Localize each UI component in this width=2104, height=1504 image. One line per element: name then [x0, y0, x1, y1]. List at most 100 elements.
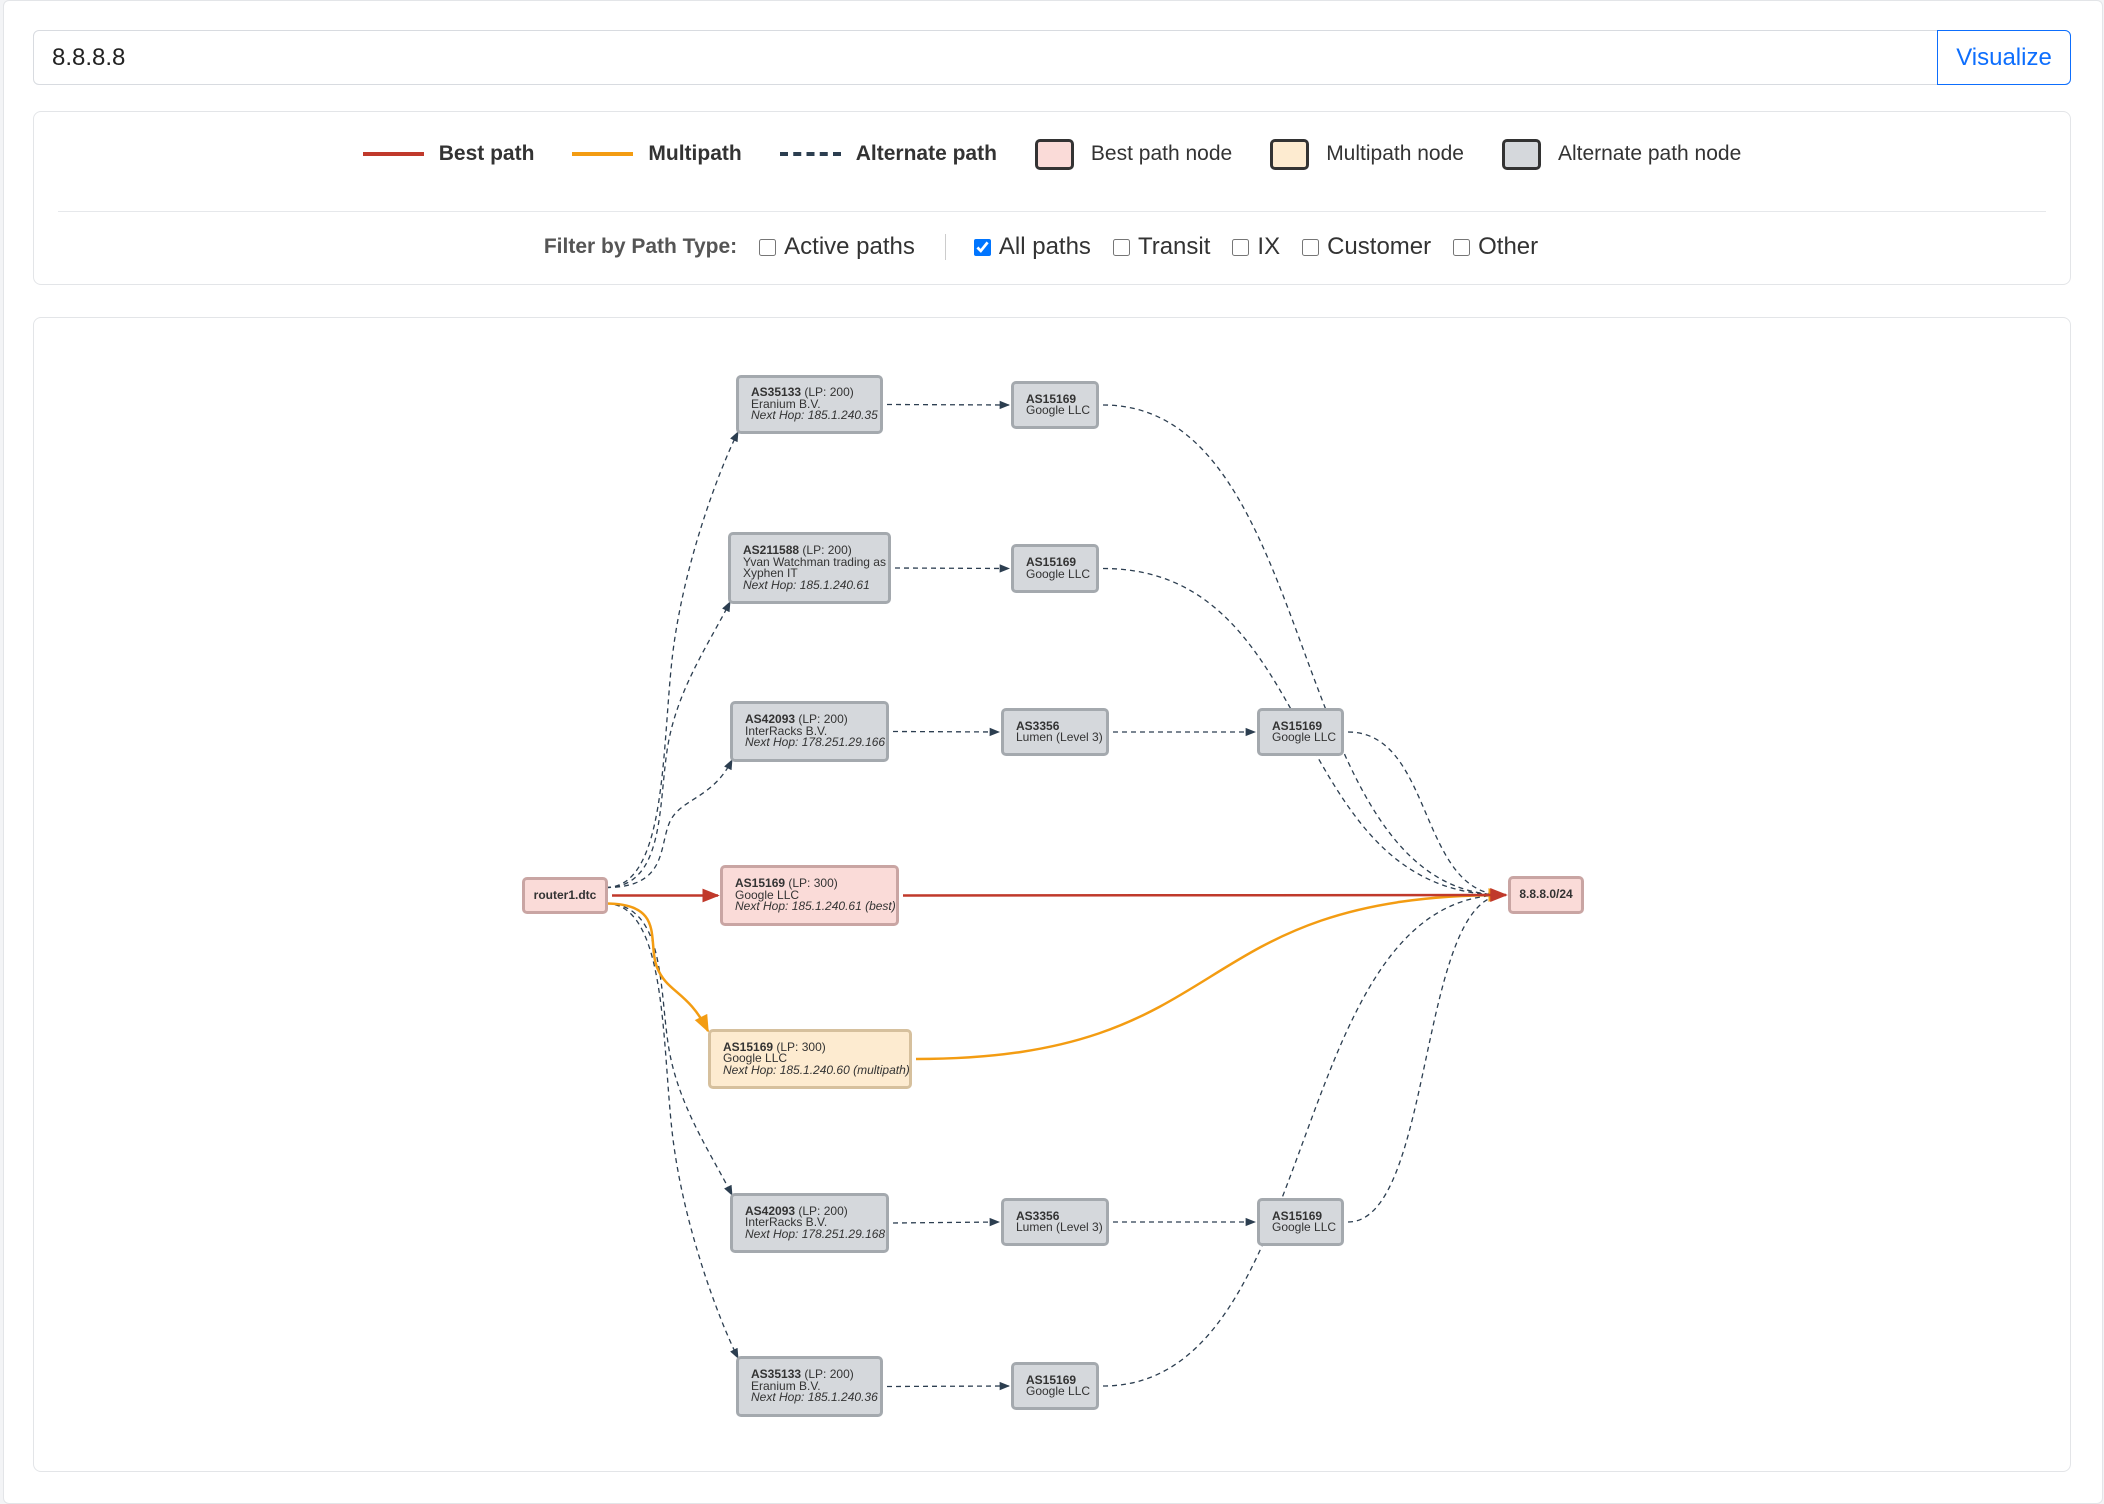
as-node-a3g[interactable]: AS15169 Google LLC [1257, 708, 1344, 756]
as-name-row: Eranium B.V. [751, 398, 868, 411]
next-hop-row: Next Hop: 185.1.240.61 [743, 577, 876, 592]
node-title: AS15169 [1272, 720, 1329, 733]
as-name: Google LLC [1026, 566, 1091, 581]
legend-label: Multipath [648, 142, 742, 165]
as-number: AS42093 [745, 1203, 796, 1218]
as-number: AS3356 [1016, 1208, 1060, 1223]
multipath-node-swatch [1270, 138, 1310, 170]
legend-multipath-node: Multipath node [1270, 138, 1464, 170]
active-paths-checkbox[interactable] [759, 238, 777, 256]
as-name-row: Google LLC [1026, 404, 1090, 417]
alt-path-edge [894, 564, 1011, 573]
all-paths-checkbox[interactable] [973, 238, 991, 256]
visualize-button[interactable]: Visualize [1937, 30, 2071, 85]
as-name: Lumen (Level 3) [1016, 730, 1103, 744]
as-name-row: Google LLC [1272, 731, 1336, 744]
filter-ix[interactable]: IX [1232, 233, 1280, 261]
as-node-b1[interactable]: AS35133 (LP: 200) Eranium B.V. Next Hop: 1… [736, 1356, 883, 1417]
as-name-row: Yvan Watchman trading as [743, 556, 886, 569]
as-name-row: Lumen (Level 3) [1016, 1221, 1103, 1234]
legend-best-path: Best path [362, 142, 535, 166]
legend: Best path Multipath Alternate path Best … [34, 134, 2070, 174]
next-hop: Next Hop: 185.1.240.61 [743, 577, 870, 592]
as-number: AS15169 [1026, 391, 1077, 406]
checkbox-label: Transit [1137, 233, 1211, 260]
transit-checkbox[interactable] [1112, 238, 1130, 256]
node-title: AS42093 (LP: 200) [745, 712, 874, 727]
prefix-input[interactable] [34, 31, 1934, 84]
as-name-row: Google LLC [1272, 1221, 1336, 1234]
other-checkbox[interactable] [1453, 238, 1471, 256]
customer-checkbox[interactable] [1302, 238, 1320, 256]
as-name-row: Xyphen IT [743, 566, 876, 580]
alt-path-edge [886, 1381, 1011, 1391]
next-hop-row: Next Hop: 185.1.240.60 (multipath) [723, 1064, 910, 1077]
filter-all-paths[interactable]: All paths [973, 233, 1091, 261]
ix-checkbox[interactable] [1232, 238, 1250, 256]
next-hop: Next Hop: 185.1.240.61 (best) [735, 899, 896, 914]
legend-label: Multipath node [1326, 142, 1464, 165]
as-node-a1[interactable]: AS35133 (LP: 200) Eranium B.V. Next Hop: 1… [736, 375, 883, 434]
alt-path-edge [1347, 731, 1506, 900]
as-name: Google LLC [723, 1051, 788, 1066]
next-hop-row: Next Hop: 178.251.29.168 [745, 1228, 885, 1241]
checkbox-label: Other [1478, 233, 1539, 260]
local-pref: (LP: 200) [801, 1367, 854, 1382]
next-hop-row: Next Hop: 185.1.240.61 (best) [735, 900, 896, 913]
as-node-a3[interactable]: AS42093 (LP: 200) InterRacks B.V. Next Hop… [730, 701, 889, 762]
local-pref: (LP: 200) [795, 1203, 848, 1218]
alt-path-edge [892, 1217, 1001, 1227]
as-node-a1g[interactable]: AS15169 Google LLC [1011, 381, 1099, 429]
as-name: InterRacks B.V. [745, 723, 828, 738]
alt-path-edge [605, 902, 733, 1196]
as-name-row: Lumen (Level 3) [1016, 731, 1103, 744]
as-node-a2[interactable]: AS211588 (LP: 200) Yvan Watchman trading … [728, 532, 891, 604]
next-hop-row: Next Hop: 185.1.240.35 [751, 409, 878, 422]
as-name: Xyphen IT [743, 566, 798, 580]
as-name-row: InterRacks B.V. [745, 723, 874, 738]
search-bar: Visualize [33, 30, 2071, 85]
local-pref: (LP: 200) [795, 712, 848, 727]
alt-path-edge [1102, 404, 1506, 900]
as-node-b1g[interactable]: AS15169 Google LLC [1011, 1362, 1099, 1410]
as-number: AS15169 [1272, 1208, 1323, 1223]
node-title: AS3356 [1016, 1208, 1094, 1223]
filter-separator [944, 234, 946, 260]
as-number: AS15169 [735, 876, 786, 891]
as-node-best[interactable]: AS15169 (LP: 300) Google LLC Next Hop: 185… [720, 865, 899, 926]
node-title: AS15169 (LP: 300) [735, 876, 884, 891]
best-path-line-swatch [362, 152, 424, 156]
alt-path-edge [886, 400, 1011, 410]
alt-path-edge [1347, 890, 1506, 1223]
as-node-b3l[interactable]: AS3356 Lumen (Level 3) [1001, 1198, 1109, 1246]
local-pref: (LP: 200) [801, 385, 854, 400]
as-name-row: Eranium B.V. [751, 1380, 868, 1393]
filter-other[interactable]: Other [1453, 233, 1538, 261]
as-name: Google LLC [1272, 730, 1337, 744]
as-node-router[interactable]: router1.dtc [522, 877, 608, 914]
as-node-dest[interactable]: 8.8.8.0/24 [1508, 876, 1584, 914]
as-name-row: Google LLC [723, 1051, 897, 1066]
filter-transit[interactable]: Transit [1112, 233, 1211, 261]
filter-customer[interactable]: Customer [1302, 233, 1431, 261]
as-node-b3g[interactable]: AS15169 Google LLC [1257, 1198, 1344, 1246]
as-node-multi[interactable]: AS15169 (LP: 300) Google LLC Next Hop: 185… [708, 1029, 912, 1089]
as-name: Google LLC [1026, 403, 1091, 417]
alternate-path-line-swatch [779, 152, 841, 156]
as-name: Google LLC [1026, 1384, 1091, 1398]
alt-path-edge [605, 902, 739, 1359]
filter-active-paths[interactable]: Active paths [759, 233, 915, 261]
as-node-a2g[interactable]: AS15169 Google LLC [1011, 544, 1099, 593]
node-title: AS15169 [1026, 1374, 1084, 1387]
node-title: AS15169 [1272, 1208, 1329, 1223]
legend-label: Best path [438, 142, 535, 165]
node-label: router1.dtc [533, 887, 597, 902]
as-name: Google LLC [735, 887, 800, 902]
as-node-a3l[interactable]: AS3356 Lumen (Level 3) [1001, 708, 1109, 756]
alt-path-edge [605, 601, 731, 889]
best-node-swatch [1034, 138, 1074, 170]
as-node-b3[interactable]: AS42093 (LP: 200) InterRacks B.V. Next Hop… [730, 1193, 889, 1253]
legend-label: Best path node [1090, 142, 1233, 165]
alt-path-edge [605, 759, 733, 889]
as-number: AS15169 [1026, 555, 1077, 569]
